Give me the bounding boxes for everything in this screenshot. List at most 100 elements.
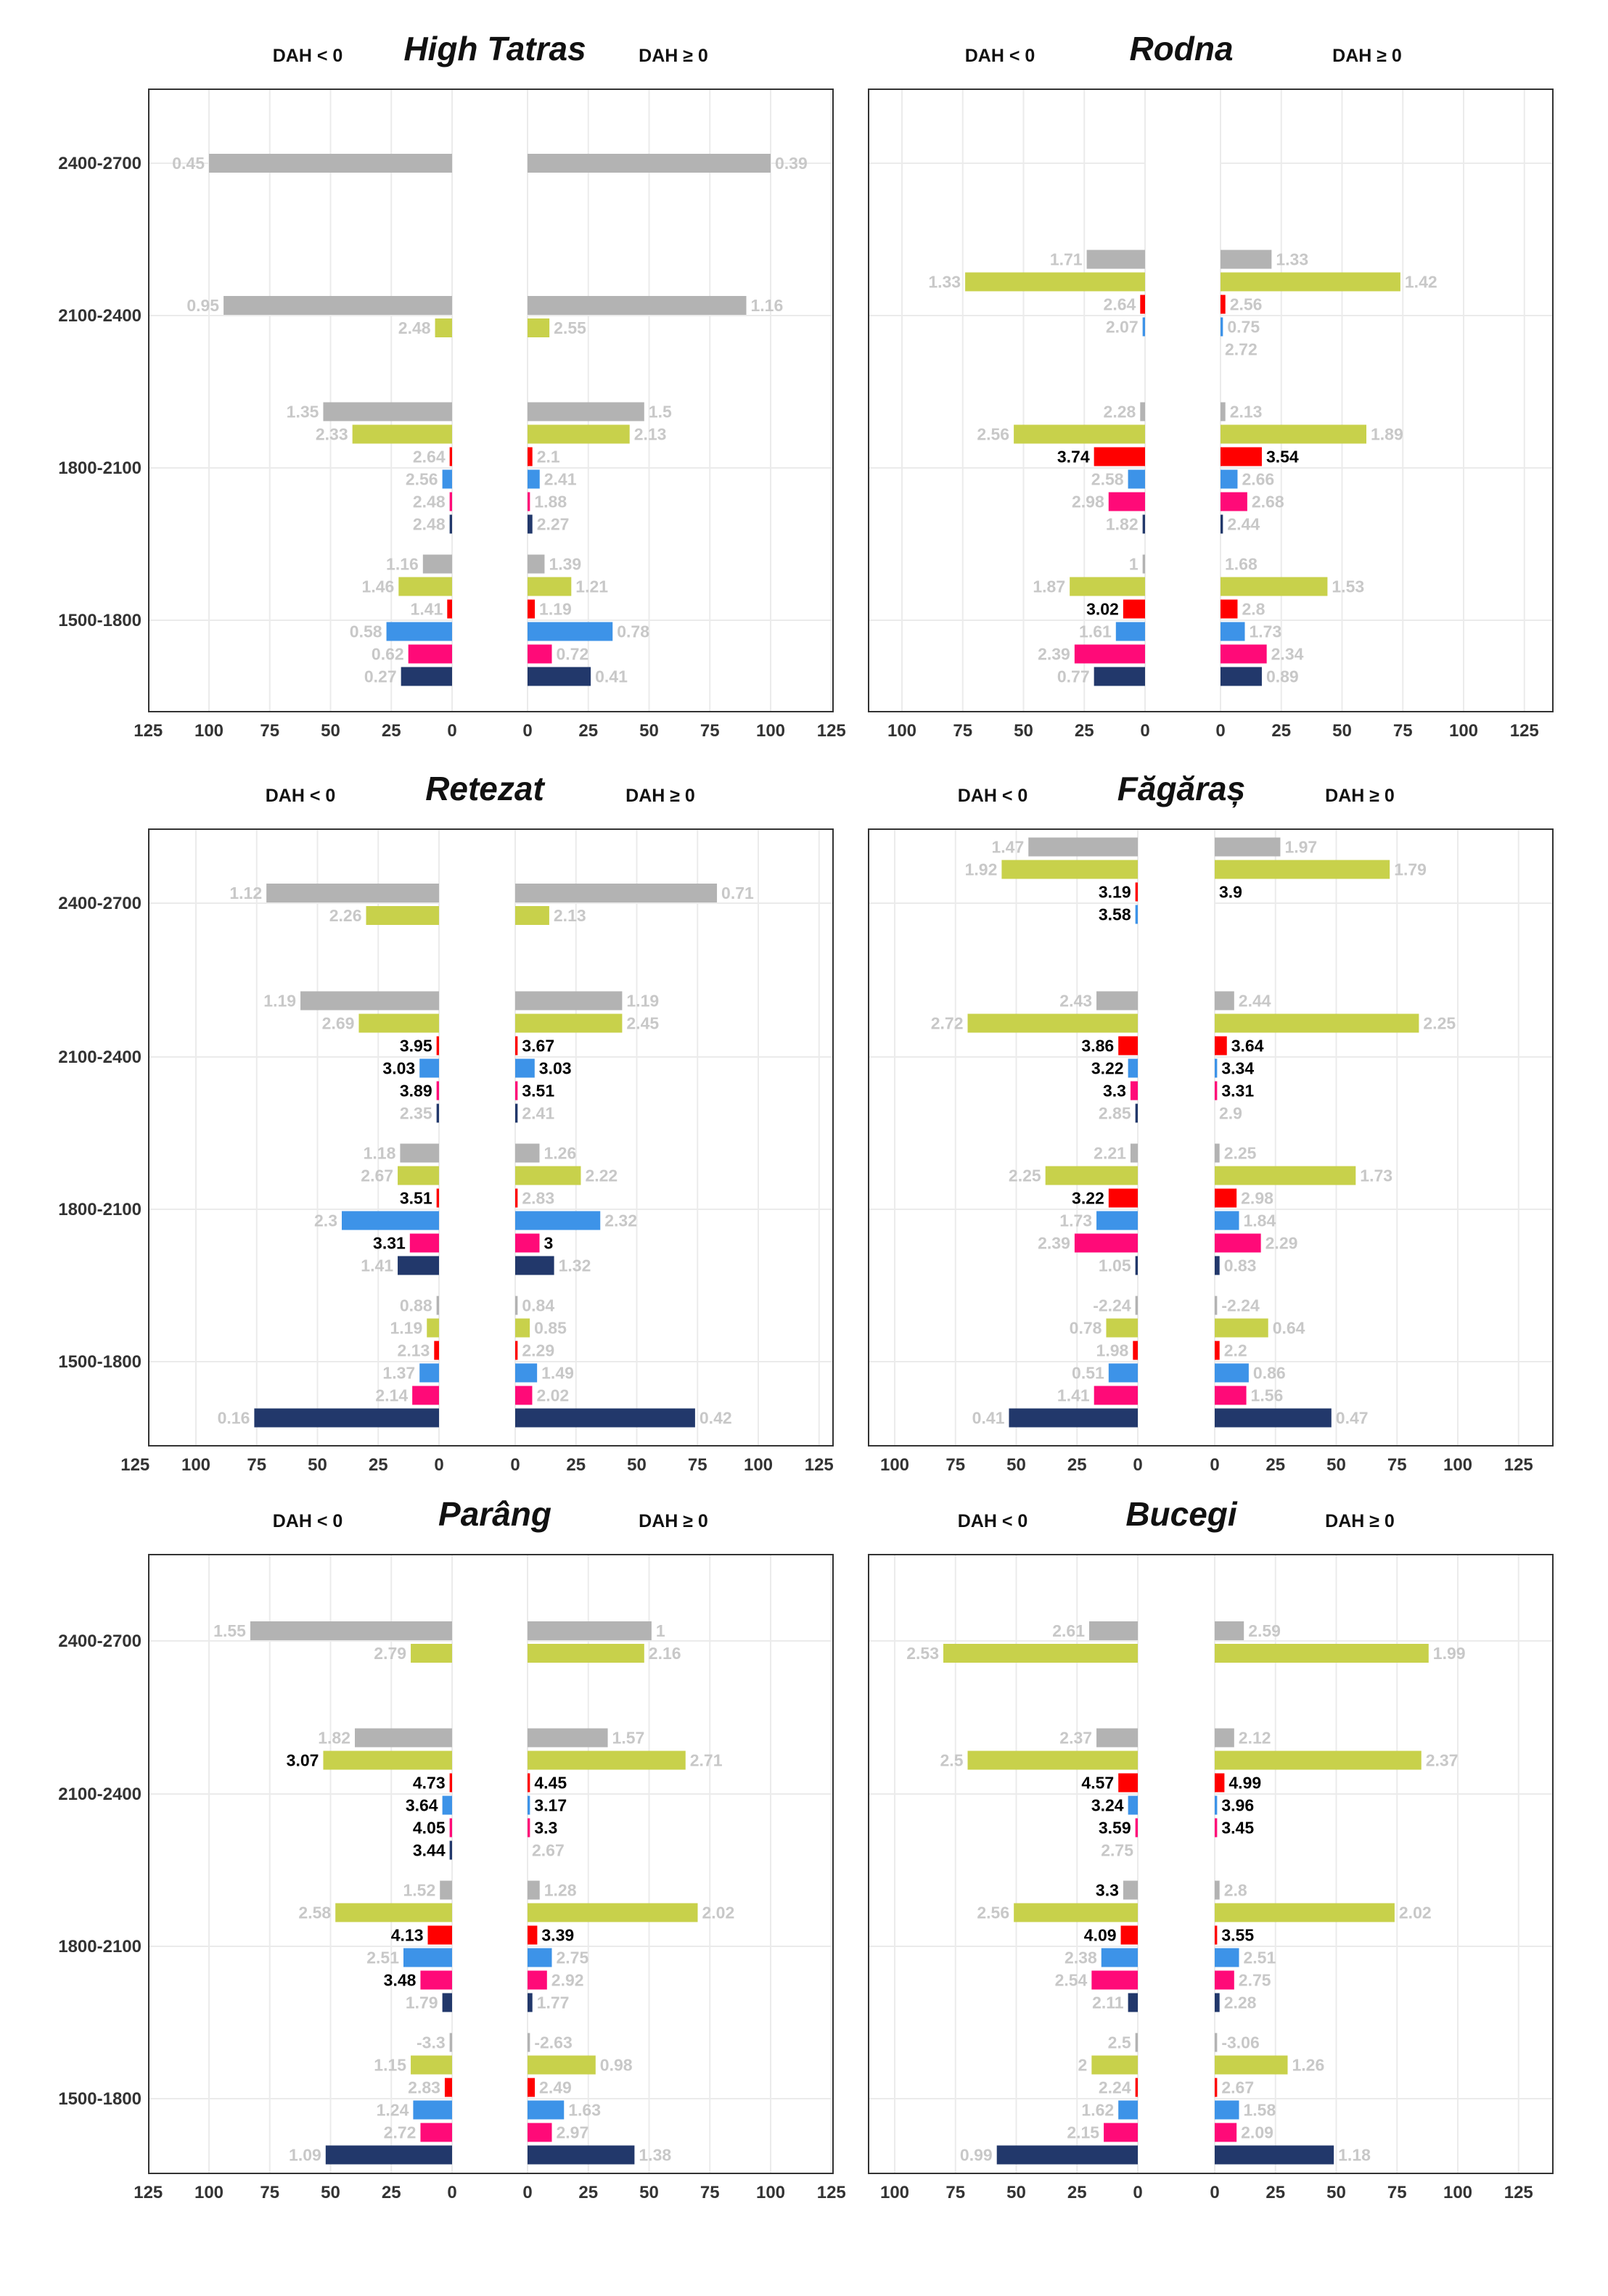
bar-right <box>528 469 540 489</box>
x-tick-label: 50 <box>627 1455 647 1475</box>
bar-right <box>528 447 533 466</box>
data-label-left: 1.19 <box>263 992 296 1011</box>
data-label-right: 2.9 <box>1219 1104 1242 1123</box>
left-header: DAH < 0 <box>273 1511 343 1531</box>
bar-right <box>1221 667 1262 686</box>
y-category-label: 1800-2100 <box>58 1937 141 1956</box>
bar-right <box>515 1103 518 1123</box>
x-tick-label: 0 <box>434 1455 443 1475</box>
data-label-left: 2.54 <box>1055 1971 1088 1990</box>
data-label-right: 2.37 <box>1426 1751 1459 1770</box>
data-label-right: 1.53 <box>1332 577 1364 596</box>
bar-right <box>1215 1058 1218 1078</box>
x-tick-label: 125 <box>817 2183 846 2202</box>
bar-left <box>1014 1903 1138 1922</box>
bar-right <box>1221 317 1223 337</box>
bar-left <box>411 1644 452 1663</box>
data-label-left: 1.35 <box>287 403 319 421</box>
bar-right <box>1215 1341 1220 1360</box>
bar-right <box>528 1644 644 1663</box>
data-label-right: 2.97 <box>557 2123 589 2142</box>
bar-right <box>528 154 771 173</box>
y-category-label: 2400-2700 <box>58 1632 141 1651</box>
data-label-right: 2.59 <box>1248 1621 1281 1640</box>
data-label-left: 2.83 <box>408 2078 440 2097</box>
bar-right <box>1215 1993 1220 2012</box>
x-tick-label: 75 <box>1387 2183 1407 2202</box>
data-label-left: 4.09 <box>1084 1926 1117 1945</box>
bar-right <box>515 1233 540 1253</box>
bar-left <box>325 2145 452 2165</box>
data-label-right: 2.27 <box>537 515 570 534</box>
bar-right <box>1215 1296 1218 1315</box>
data-label-left: 2.58 <box>1091 470 1124 489</box>
bar-right <box>528 514 533 534</box>
data-label-right: 2.25 <box>1423 1014 1456 1033</box>
data-label-left: 1.24 <box>377 2101 409 2120</box>
data-label-right: 2.1 <box>537 448 560 466</box>
data-label-left: 1.18 <box>364 1144 396 1163</box>
x-tick-label: 50 <box>308 1455 327 1475</box>
data-label-left: 1.37 <box>382 1364 415 1383</box>
bar-left <box>408 644 452 664</box>
data-label-right: 1.21 <box>575 577 608 596</box>
x-tick-label: 100 <box>1443 2183 1472 2202</box>
bar-left <box>1091 1970 1138 1990</box>
bar-right <box>515 1408 695 1428</box>
bar-left <box>366 906 439 925</box>
x-tick-label: 25 <box>382 721 401 741</box>
bar-right <box>1215 860 1390 879</box>
bar-right <box>1215 1818 1218 1838</box>
data-label-right: 1.77 <box>537 1993 570 2012</box>
data-label-right: 3.39 <box>541 1926 574 1945</box>
x-tick-label: 25 <box>1067 1455 1087 1475</box>
bar-right <box>515 1013 623 1033</box>
data-label-right: 2.72 <box>1225 340 1258 359</box>
data-label-right: 2.92 <box>551 1971 584 1990</box>
x-tick-label: 25 <box>369 1455 388 1475</box>
bar-right <box>1221 272 1400 292</box>
data-label-left: 2 <box>1078 2056 1088 2075</box>
left-header: DAH < 0 <box>958 786 1028 806</box>
data-label-left: 2.28 <box>1104 403 1136 421</box>
bar-left <box>1104 2123 1138 2142</box>
data-label-left: 1.15 <box>374 2056 406 2075</box>
data-label-right: 2.16 <box>649 1644 681 1663</box>
bar-right <box>528 1728 608 1748</box>
bar-left <box>1045 1166 1138 1185</box>
bar-right <box>528 318 550 337</box>
bar-left <box>1001 860 1138 879</box>
y-category-label: 2400-2700 <box>58 154 141 173</box>
data-label-right: 2.02 <box>1399 1904 1432 1922</box>
data-label-left: 1.79 <box>406 1993 438 2012</box>
bar-left <box>250 1621 452 1640</box>
data-label-left: 0.58 <box>350 622 382 641</box>
data-label-right: 2.13 <box>634 425 667 444</box>
bar-left <box>1130 1143 1138 1163</box>
bar-right <box>528 296 747 315</box>
x-tick-label: 50 <box>1014 721 1033 741</box>
data-label-left: 2.21 <box>1094 1144 1126 1163</box>
bar-left <box>1130 1081 1138 1100</box>
x-tick-label: 75 <box>945 1455 965 1475</box>
bar-right <box>1215 1081 1218 1100</box>
bar-right <box>528 1993 533 2012</box>
bar-right <box>528 402 644 421</box>
x-tick-label: 25 <box>1271 721 1291 741</box>
bar-right <box>528 1621 652 1640</box>
bar-left <box>419 1058 439 1078</box>
bar-left <box>413 2100 452 2120</box>
right-header: DAH ≥ 0 <box>1325 786 1395 806</box>
bar-left <box>442 1993 452 2012</box>
data-label-left: 2.38 <box>1065 1949 1097 1967</box>
data-label-left: 2.51 <box>366 1949 399 1967</box>
data-label-left: 2.39 <box>1038 1234 1070 1253</box>
panel-6: Bucegi DAH < 0 DAH ≥ 0 100 75 50 25 0 0 25 50 75 100… <box>868 1495 1554 2202</box>
bar-right <box>528 1970 547 1990</box>
data-label-left: 2.79 <box>374 1644 406 1663</box>
bar-left <box>1118 1036 1138 1056</box>
data-label-left: 3.74 <box>1057 448 1090 466</box>
data-label-left: 1.73 <box>1059 1211 1092 1230</box>
data-label-right: -3.06 <box>1221 2033 1259 2052</box>
